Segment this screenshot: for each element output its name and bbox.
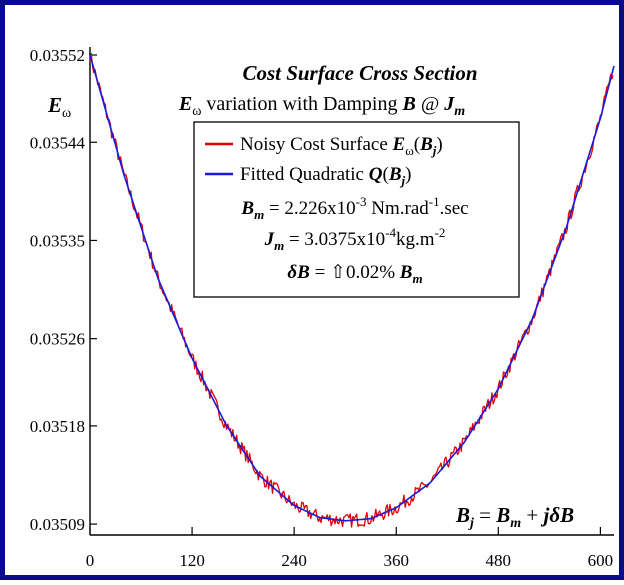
db-percent: 0.02%: [346, 262, 400, 283]
formula-bm: B: [495, 503, 510, 527]
legend-fit-b: B: [388, 164, 402, 185]
db-bm-subscript: m: [412, 271, 422, 286]
plot-marks: 0.03552 0.03544 0.03535 0.03526 0.03518 0.035…: [30, 46, 615, 570]
db-delta: δ: [287, 262, 297, 283]
y-axis-label-subscript: ω: [62, 106, 71, 121]
series-fitted-quadratic-line: [89, 54, 615, 522]
x-tick-label: 480: [486, 551, 512, 570]
y-tick-label: 0.03544: [30, 133, 86, 152]
legend-noisy-e: E: [392, 134, 406, 155]
formula-j: j: [468, 516, 474, 531]
legend-label-fit: Fitted Quadratic Q(Bj): [240, 164, 411, 188]
x-tick-label: 600: [588, 551, 614, 570]
subtitle-e-symbol: E: [178, 93, 192, 115]
y-axis-label-symbol: E: [47, 93, 62, 117]
legend-fit-paren-open: (: [382, 164, 388, 185]
legend-noisy-omega: ω: [405, 143, 414, 158]
y-axis-label: Eω: [47, 93, 71, 121]
jm-subscript: m: [274, 238, 284, 253]
legend-fit-j: j: [400, 173, 406, 188]
subtitle-b-symbol: B: [401, 93, 415, 115]
formula-j2: j: [541, 503, 550, 527]
jm-value: = 3.0375x10: [284, 229, 385, 250]
y-tick-label: 0.03526: [30, 330, 85, 349]
bm-exp2: -1: [429, 194, 440, 209]
subtitle-text: variation with Damping: [201, 93, 402, 115]
jm-exp1: -4: [385, 225, 396, 240]
bm-exp1: -3: [356, 194, 367, 209]
legend: Noisy Cost Surface Eω(Bj) Fitted Quadrat…: [193, 121, 520, 298]
legend-fit-text: Fitted Quadratic: [240, 164, 369, 185]
annotation-delta-b: δB = ⇧0.02% Bm: [287, 262, 422, 286]
bm-symbol: B: [240, 198, 254, 219]
bm-tail: .sec: [440, 198, 469, 219]
x-tick-label: 360: [383, 551, 409, 570]
y-tick-label: 0.03518: [30, 417, 85, 436]
annotation-bj-formula: Bj = Bm + jδB: [455, 503, 574, 531]
formula-b: B: [455, 503, 470, 527]
legend-noisy-text: Noisy Cost Surface: [240, 134, 393, 155]
db-bm-symbol: B: [399, 262, 413, 283]
legend-label-noisy: Noisy Cost Surface Eω(Bj): [240, 134, 443, 158]
legend-noisy-b: B: [419, 134, 433, 155]
x-tick-label: 120: [179, 551, 205, 570]
y-tick-label: 0.03552: [30, 46, 85, 65]
db-eq: =: [310, 262, 330, 283]
legend-fit-paren-close: ): [405, 164, 411, 185]
legend-fit-q: Q: [369, 164, 383, 185]
db-symbol: B: [296, 262, 310, 283]
legend-box: [193, 121, 520, 298]
subtitle-at: @: [416, 93, 444, 115]
annotation-jm: Jm = 3.0375x10-4kg.m-2: [264, 225, 446, 253]
db-arrow-icon: ⇧: [330, 262, 346, 283]
y-tick-label: 0.03535: [30, 231, 85, 250]
x-tick-label: 0: [86, 551, 95, 570]
formula-plus: +: [521, 503, 543, 527]
bm-subscript: m: [254, 207, 264, 222]
chart-subtitle: Eω variation with Damping B @ Jm: [178, 93, 465, 119]
legend-noisy-paren-open: (: [414, 134, 420, 155]
legend-noisy-j: j: [431, 143, 437, 158]
jm-exp2: -2: [435, 225, 446, 240]
subtitle-e-subscript: ω: [192, 104, 201, 119]
jm-tail: kg.m: [396, 229, 435, 250]
formula-m: m: [510, 516, 521, 531]
subtitle-j-subscript: m: [454, 104, 465, 119]
subtitle-j-symbol: J: [443, 93, 455, 115]
y-tick-label: 0.03509: [30, 515, 85, 534]
annotation-bm: Bm = 2.226x10-3 Nm.rad-1.sec: [240, 194, 468, 222]
x-tick-label: 240: [281, 551, 307, 570]
bm-value: = 2.226x10: [264, 198, 355, 219]
bm-mid: Nm.rad: [367, 198, 430, 219]
chart-title: Cost Surface Cross Section: [242, 61, 477, 85]
formula-b2: B: [559, 503, 574, 527]
jm-symbol: J: [264, 229, 275, 250]
formula-eq: =: [474, 503, 496, 527]
legend-noisy-paren-close: ): [436, 134, 442, 155]
formula-delta: δ: [549, 503, 560, 527]
